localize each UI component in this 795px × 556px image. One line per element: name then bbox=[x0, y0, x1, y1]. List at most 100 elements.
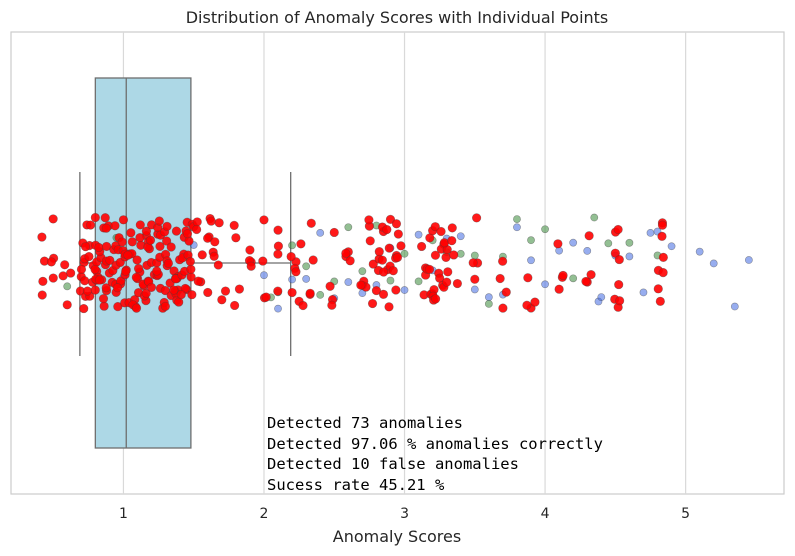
data-point bbox=[388, 266, 398, 276]
data-point bbox=[37, 290, 47, 300]
data-point bbox=[613, 224, 623, 235]
data-point bbox=[584, 231, 594, 241]
data-point bbox=[414, 277, 423, 286]
data-point bbox=[744, 256, 753, 264]
data-point bbox=[484, 293, 493, 302]
data-point bbox=[273, 249, 283, 259]
data-point bbox=[94, 242, 104, 253]
data-point bbox=[85, 220, 96, 230]
data-point bbox=[456, 232, 465, 241]
data-point bbox=[639, 288, 648, 297]
data-point bbox=[430, 250, 441, 260]
data-point bbox=[468, 258, 478, 268]
data-point bbox=[288, 241, 296, 250]
data-point bbox=[182, 229, 193, 239]
data-point bbox=[569, 274, 578, 283]
data-point bbox=[554, 284, 564, 294]
data-point bbox=[436, 226, 446, 237]
data-point bbox=[133, 263, 144, 274]
data-point bbox=[94, 275, 105, 285]
data-point bbox=[527, 256, 535, 265]
data-point bbox=[384, 302, 394, 312]
data-point bbox=[296, 239, 306, 249]
data-point bbox=[220, 286, 231, 296]
data-point bbox=[443, 267, 453, 277]
data-point bbox=[495, 273, 505, 284]
data-point bbox=[48, 273, 58, 283]
data-point bbox=[141, 226, 152, 236]
data-point bbox=[371, 285, 382, 296]
data-point bbox=[245, 245, 255, 255]
data-point bbox=[121, 266, 131, 276]
data-point bbox=[523, 273, 533, 283]
data-point bbox=[655, 296, 665, 306]
data-point bbox=[171, 226, 182, 236]
data-point bbox=[261, 292, 271, 302]
data-point bbox=[302, 262, 311, 271]
x-tick-label: 4 bbox=[541, 506, 550, 522]
data-point bbox=[614, 279, 624, 290]
data-point bbox=[400, 286, 409, 294]
data-point bbox=[260, 271, 268, 280]
data-point bbox=[287, 287, 297, 298]
data-point bbox=[374, 247, 384, 257]
data-point bbox=[364, 215, 374, 225]
data-point bbox=[393, 229, 403, 239]
data-point bbox=[484, 299, 493, 308]
data-point bbox=[316, 228, 325, 237]
data-point bbox=[530, 297, 540, 307]
data-point bbox=[344, 278, 353, 286]
data-point bbox=[166, 242, 176, 252]
data-point bbox=[141, 288, 151, 298]
data-point bbox=[112, 283, 123, 293]
data-point bbox=[327, 300, 337, 310]
data-point bbox=[206, 216, 216, 226]
data-point bbox=[132, 255, 142, 265]
data-point bbox=[127, 237, 137, 247]
data-point bbox=[316, 290, 325, 299]
data-point bbox=[597, 293, 606, 302]
data-point bbox=[653, 284, 663, 294]
data-point bbox=[658, 267, 668, 278]
annotation-line: Detected 73 anomalies bbox=[267, 414, 463, 432]
data-point bbox=[291, 267, 301, 277]
data-point bbox=[456, 249, 465, 258]
data-point bbox=[414, 230, 423, 239]
data-point bbox=[522, 300, 532, 310]
data-point bbox=[391, 219, 402, 229]
data-point bbox=[367, 298, 378, 309]
data-point bbox=[472, 213, 482, 223]
data-point bbox=[135, 233, 145, 243]
data-point bbox=[646, 228, 655, 237]
data-point bbox=[101, 283, 111, 293]
x-tick-label: 1 bbox=[119, 506, 128, 522]
data-point bbox=[345, 256, 355, 266]
data-point bbox=[80, 276, 90, 286]
data-point bbox=[378, 267, 389, 277]
data-point bbox=[625, 252, 634, 261]
annotation-block: Detected 73 anomalies Detected 97.06 % a… bbox=[267, 414, 603, 494]
data-point bbox=[37, 232, 47, 242]
data-point bbox=[470, 285, 479, 294]
data-point bbox=[210, 237, 220, 247]
x-tick-label: 2 bbox=[260, 506, 269, 522]
data-point bbox=[234, 284, 245, 294]
data-point bbox=[527, 236, 535, 245]
data-point bbox=[273, 241, 284, 251]
data-point bbox=[84, 251, 94, 262]
data-point bbox=[657, 231, 667, 241]
data-point bbox=[48, 214, 58, 224]
data-point bbox=[695, 247, 704, 256]
x-tick-labels: 1 2 3 4 5 bbox=[119, 506, 690, 522]
data-point bbox=[209, 251, 219, 261]
data-point bbox=[625, 238, 634, 247]
data-point bbox=[154, 216, 164, 226]
x-tick-label: 3 bbox=[400, 506, 409, 522]
chart-title: Distribution of Anomaly Scores with Indi… bbox=[186, 8, 609, 27]
data-point bbox=[441, 252, 451, 263]
data-point bbox=[583, 246, 592, 255]
data-point bbox=[160, 301, 170, 311]
data-point bbox=[117, 237, 127, 247]
data-point bbox=[368, 259, 378, 269]
